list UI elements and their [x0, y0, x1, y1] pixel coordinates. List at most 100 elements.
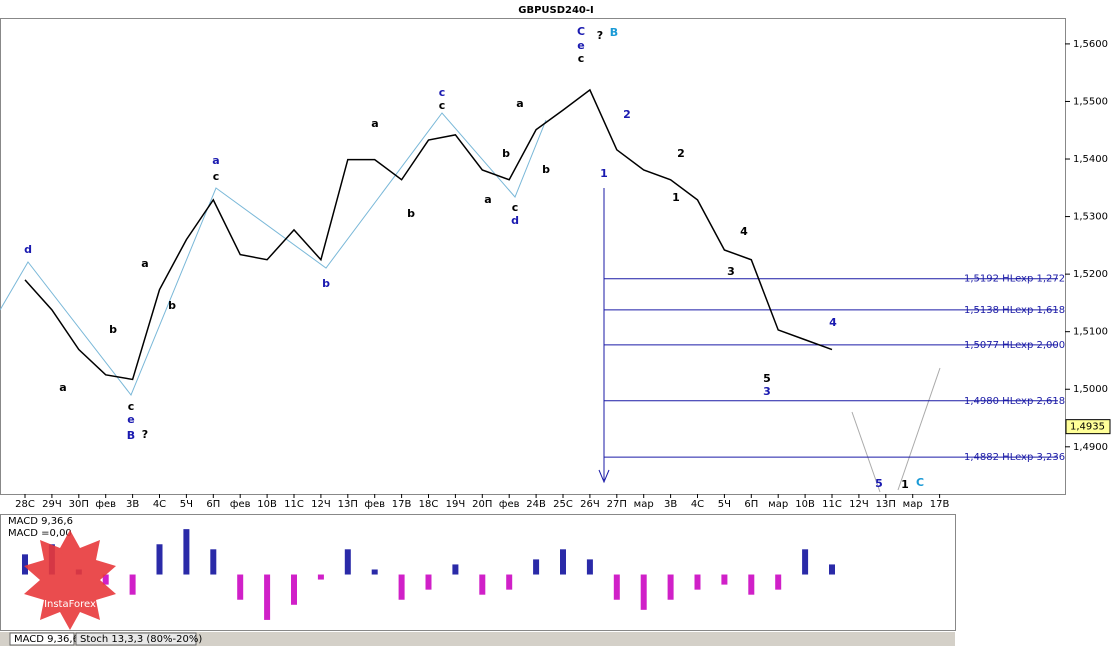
wave-label: c: [439, 86, 446, 99]
x-tick-label: мар: [634, 499, 654, 510]
macd-bar: [586, 559, 593, 575]
wave-label: a: [484, 193, 491, 206]
macd-bar: [667, 574, 674, 600]
wave-label: a: [141, 257, 148, 270]
macd-bar: [775, 574, 782, 590]
macd-bar: [156, 544, 163, 575]
x-tick-label: фев: [95, 499, 116, 510]
x-tick-label: фев: [230, 499, 251, 510]
x-tick-label: 24В: [526, 499, 546, 510]
macd-bar: [102, 574, 109, 585]
x-tick-label: 20П: [472, 499, 492, 510]
wave-label: e: [577, 39, 584, 52]
level-label: 1,4882 HLexp 3,236: [964, 452, 1065, 463]
x-tick-label: 30П: [69, 499, 89, 510]
y-tick-label: 1,5500: [1073, 96, 1108, 107]
tab-label[interactable]: Stoch 13,3,3 (80%-20%): [80, 634, 202, 645]
wave-label: c: [578, 52, 585, 65]
x-tick-label: 29Ч: [42, 499, 62, 510]
wave-label: e: [127, 413, 134, 426]
y-tick-label: 1,5200: [1073, 269, 1108, 280]
macd-bar: [613, 574, 620, 600]
wave-label: b: [542, 163, 550, 176]
wave-label: c: [512, 201, 519, 214]
wave-label: b: [502, 147, 510, 160]
x-tick-label: 10В: [257, 499, 277, 510]
wave-label: 3: [727, 265, 735, 278]
x-tick-label: 4С: [691, 499, 704, 510]
macd-bar: [425, 574, 432, 590]
x-tick-label: 6П: [744, 499, 758, 510]
wave-label: 3: [763, 385, 771, 398]
tab[interactable]: [9, 632, 75, 646]
macd-bar: [317, 574, 324, 580]
tab[interactable]: [75, 632, 197, 646]
x-tick-label: 3В: [126, 499, 139, 510]
x-tick-label: 4С: [153, 499, 166, 510]
x-tick-label: 27П: [607, 499, 627, 510]
macd-bar: [210, 549, 217, 575]
wave-label: a: [516, 97, 523, 110]
wave-zigzag: [0, 112, 547, 396]
macd-bar: [398, 574, 405, 600]
y-tick-label: 1,5300: [1073, 212, 1108, 223]
macd-bar: [237, 574, 244, 600]
last-price-label: 1,4935: [1070, 422, 1105, 433]
x-tick-label: 6П: [206, 499, 220, 510]
macd-bar: [802, 549, 809, 575]
macd-bar: [452, 564, 459, 575]
macd-bar: [748, 574, 755, 595]
x-tick-label: 17В: [930, 499, 950, 510]
wave-label: b: [168, 299, 176, 312]
level-label: 1,5077 HLexp 2,000: [964, 340, 1065, 351]
tab-bar: [0, 632, 955, 646]
x-tick-label: 11С: [822, 499, 842, 510]
logo: InstaForex: [24, 530, 116, 630]
y-tick-label: 1,5400: [1073, 154, 1108, 165]
x-tick-label: 18С: [419, 499, 439, 510]
tab-label[interactable]: MACD 9,36,6: [14, 634, 79, 645]
wave-label: b: [109, 323, 117, 336]
wave-label: 1: [600, 167, 608, 180]
logo-circle: [42, 552, 98, 608]
macd-bar: [371, 569, 378, 575]
wave-label: C: [577, 25, 585, 38]
x-tick-label: 13П: [876, 499, 896, 510]
wave-label: c: [213, 170, 220, 183]
level-label: 1,5192 HLexp 1,272: [964, 274, 1065, 285]
wave-label: a: [371, 117, 378, 130]
wave-label: C: [916, 476, 924, 489]
x-tick-label: фев: [499, 499, 520, 510]
x-tick-label: фев: [364, 499, 385, 510]
wave-label: B: [610, 26, 618, 39]
x-tick-label: 5Ч: [180, 499, 193, 510]
wave-label: ?: [597, 29, 603, 42]
wave-label: c: [439, 99, 446, 112]
macd-bar: [560, 549, 566, 575]
x-tick-label: 11С: [284, 499, 304, 510]
x-tick-label: 12Ч: [311, 499, 331, 510]
plot-frame: [0, 18, 1066, 495]
wave-label: 2: [623, 108, 631, 121]
last-price-box: [1065, 419, 1111, 435]
price-line: [24, 88, 833, 381]
x-tick-label: 19Ч: [446, 499, 466, 510]
wave-lines: [0, 112, 547, 396]
x-tick-label: 28С: [15, 499, 35, 510]
wave-label: d: [511, 214, 519, 227]
wave-label: a: [59, 381, 66, 394]
projection: [897, 367, 941, 491]
y-tick-label: 1,5100: [1073, 327, 1108, 338]
x-tick-label: 12Ч: [849, 499, 869, 510]
macd-bar: [183, 529, 190, 575]
x-tick-label: 3В: [664, 499, 677, 510]
x-tick-label: мар: [768, 499, 788, 510]
macd-value: MACD =0,00: [8, 528, 72, 539]
x-tick-label: 5Ч: [718, 499, 731, 510]
macd-bar: [479, 574, 486, 595]
macd-frame: [0, 514, 956, 631]
macd-bar: [22, 554, 28, 575]
x-tick-label: 10В: [795, 499, 815, 510]
